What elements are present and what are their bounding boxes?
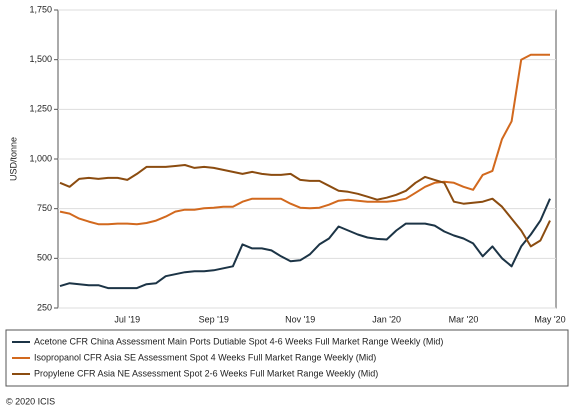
series-line — [59, 198, 551, 290]
y-axis-label: USD/tonne — [8, 137, 18, 181]
series-line — [59, 53, 550, 226]
y-tick-label: 1,500 — [29, 54, 52, 64]
y-tick-label: 1,000 — [29, 153, 52, 163]
legend-box — [5, 329, 569, 387]
x-tick-label: Jul '19 — [114, 314, 140, 324]
x-tick-label: Jan '20 — [372, 314, 401, 324]
legend-label: Acetone CFR China Assessment Main Ports … — [34, 336, 443, 346]
legend-label: Propylene CFR Asia NE Assessment Spot 2-… — [34, 368, 378, 378]
x-tick-label: Mar '20 — [449, 314, 479, 324]
y-tick-label: 250 — [37, 302, 52, 312]
y-tick-label: 1,250 — [29, 104, 52, 114]
series-line — [59, 164, 551, 248]
y-tick-label: 750 — [37, 203, 52, 213]
y-tick-label: 1,750 — [29, 4, 52, 14]
copyright: © 2020 ICIS — [6, 396, 55, 406]
legend-label: Isopropanol CFR Asia SE Assessment Spot … — [34, 352, 376, 362]
y-tick-label: 500 — [37, 253, 52, 263]
x-tick-label: May '20 — [534, 314, 565, 324]
x-tick-label: Sep '19 — [199, 314, 229, 324]
x-tick-label: Nov '19 — [285, 314, 315, 324]
